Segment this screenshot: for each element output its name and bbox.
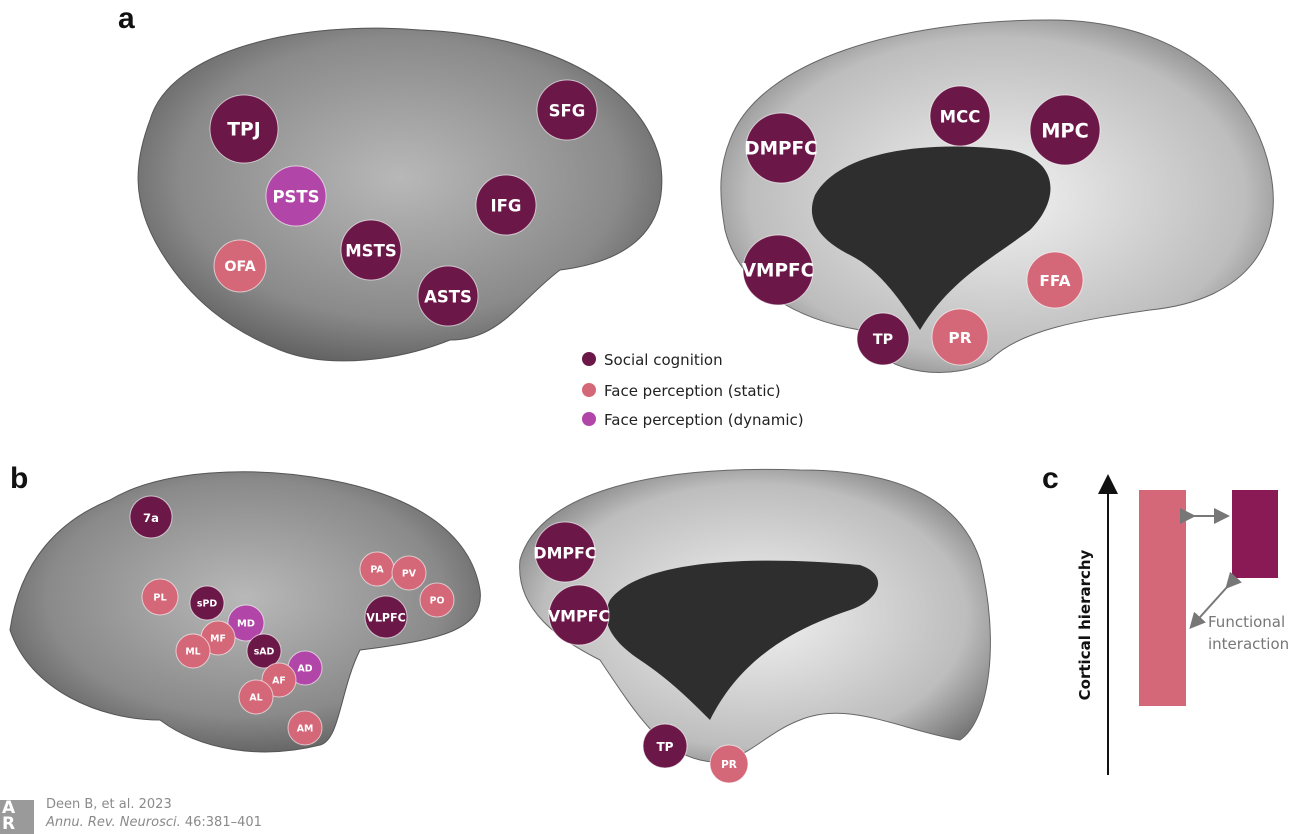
legend-label-static: Face perception (static) <box>604 382 781 400</box>
interaction-label-line1: Functional <box>1208 613 1285 631</box>
panel-label-c: c <box>1042 462 1059 495</box>
region-marker-b-medial-tp <box>642 723 688 769</box>
region-label-b-medial-tp: TP <box>656 740 673 754</box>
region-label-a-lateral-psts: PSTS <box>272 188 319 207</box>
citation: Deen B, et al. 2023 Annu. Rev. Neurosci.… <box>46 796 262 832</box>
region-marker-b-lateral-pl <box>141 578 179 616</box>
panel-label-b: b <box>10 462 28 495</box>
region-label-a-lateral-ofa: OFA <box>224 259 255 275</box>
region-label-b-lateral-po: PO <box>430 596 445 607</box>
region-label-b-lateral-7a: 7a <box>143 511 159 525</box>
legend: Social cognition Face perception (static… <box>582 351 804 429</box>
region-marker-b-lateral-po <box>419 582 455 618</box>
legend-label-dynamic: Face perception (dynamic) <box>604 411 804 429</box>
region-marker-a-lateral-tpj <box>209 94 279 164</box>
region-label-b-lateral-pl: PL <box>153 593 167 604</box>
region-label-a-lateral-asts: ASTS <box>424 288 472 307</box>
region-label-b-lateral-ml: ML <box>185 647 200 658</box>
region-label-a-medial-dmpfc: DMPFC <box>744 139 818 160</box>
citation-volume: 46:381–401 <box>180 815 262 830</box>
region-marker-a-lateral-ifg <box>475 174 537 236</box>
region-markers: TPJ PSTS OFA MSTS ASTS IFG SFG DMPFC MCC MPC VMPFC… <box>129 79 1101 784</box>
region-marker-a-lateral-psts <box>265 165 327 227</box>
region-label-a-lateral-ifg: IFG <box>491 197 522 216</box>
region-label-b-medial-vmpfc: VMPFC <box>548 607 610 626</box>
region-marker-a-lateral-asts <box>417 265 479 327</box>
face-perception-bar <box>1139 490 1186 706</box>
region-marker-b-lateral-pv <box>391 555 427 591</box>
legend-swatch-social <box>582 352 596 366</box>
region-marker-b-medial-pr <box>709 744 749 784</box>
region-label-b-lateral-am: AM <box>297 724 314 735</box>
region-marker-a-medial-ffa <box>1026 251 1084 309</box>
region-label-b-medial-pr: PR <box>721 759 737 771</box>
region-label-b-lateral-af: AF <box>272 676 286 687</box>
region-marker-b-lateral-spd <box>189 585 225 621</box>
legend-swatch-static <box>582 383 596 397</box>
region-label-a-medial-ffa: FFA <box>1039 272 1070 290</box>
region-label-a-lateral-sfg: SFG <box>549 102 586 121</box>
region-marker-a-medial-vmpfc <box>742 234 814 306</box>
region-marker-a-lateral-ofa <box>213 239 267 293</box>
region-marker-b-medial-vmpfc <box>548 584 610 646</box>
region-label-a-medial-pr: PR <box>948 329 971 347</box>
region-label-a-lateral-msts: MSTS <box>345 242 396 261</box>
region-marker-b-lateral-7a <box>129 495 173 539</box>
interaction-diagonal-arrow <box>1189 571 1242 629</box>
human-lateral-brain <box>137 27 663 362</box>
region-label-a-medial-vmpfc: VMPFC <box>742 261 815 282</box>
panel-label-a: a <box>118 2 135 35</box>
region-label-b-lateral-al: AL <box>249 693 262 704</box>
region-marker-b-lateral-al <box>238 679 274 715</box>
region-label-b-lateral-mf: MF <box>210 634 226 645</box>
region-label-b-lateral-pv: PV <box>402 569 417 580</box>
citation-journal: Annu. Rev. Neurosci. <box>46 815 181 830</box>
panel-c-schematic: Cortical hierarchy Functional interactio… <box>1076 474 1289 775</box>
region-marker-a-lateral-sfg <box>536 79 598 141</box>
region-marker-b-lateral-sad <box>246 633 282 669</box>
region-label-b-lateral-ad: AD <box>297 664 312 675</box>
region-label-b-lateral-spd: sPD <box>197 599 217 610</box>
region-marker-a-medial-pr <box>931 308 989 366</box>
region-label-a-medial-mcc: MCC <box>940 108 981 127</box>
region-marker-b-lateral-vlpfc <box>364 595 408 639</box>
region-label-b-medial-dmpfc: DMPFC <box>533 544 596 563</box>
citation-authors: Deen B, et al. 2023 <box>46 797 172 812</box>
region-marker-b-lateral-am <box>287 710 323 746</box>
region-marker-b-lateral-md <box>227 604 265 642</box>
region-label-a-lateral-tpj: TPJ <box>227 120 260 141</box>
hierarchy-axis-label: Cortical hierarchy <box>1076 549 1094 700</box>
region-marker-b-lateral-ml <box>175 633 211 669</box>
social-cognition-bar <box>1232 490 1278 578</box>
region-marker-a-medial-mpc <box>1029 94 1101 166</box>
region-marker-a-lateral-msts <box>340 219 402 281</box>
region-label-b-lateral-vlpfc: VLPFC <box>366 612 406 625</box>
region-label-b-lateral-sad: sAD <box>254 647 275 658</box>
region-label-b-lateral-pa: PA <box>370 565 384 576</box>
macaque-medial-wall <box>606 560 879 720</box>
human-medial-wall <box>811 146 1051 330</box>
interaction-label-line2: interaction <box>1208 635 1289 653</box>
region-marker-a-medial-tp <box>856 312 910 366</box>
legend-label-social: Social cognition <box>604 351 723 369</box>
region-label-b-lateral-md: MD <box>237 619 255 630</box>
region-label-a-medial-mpc: MPC <box>1041 120 1088 143</box>
region-marker-a-medial-mcc <box>929 85 991 147</box>
legend-swatch-dynamic <box>582 412 596 426</box>
region-label-a-medial-tp: TP <box>873 332 893 348</box>
region-marker-b-medial-dmpfc <box>534 521 596 583</box>
region-marker-a-medial-dmpfc <box>745 112 817 184</box>
